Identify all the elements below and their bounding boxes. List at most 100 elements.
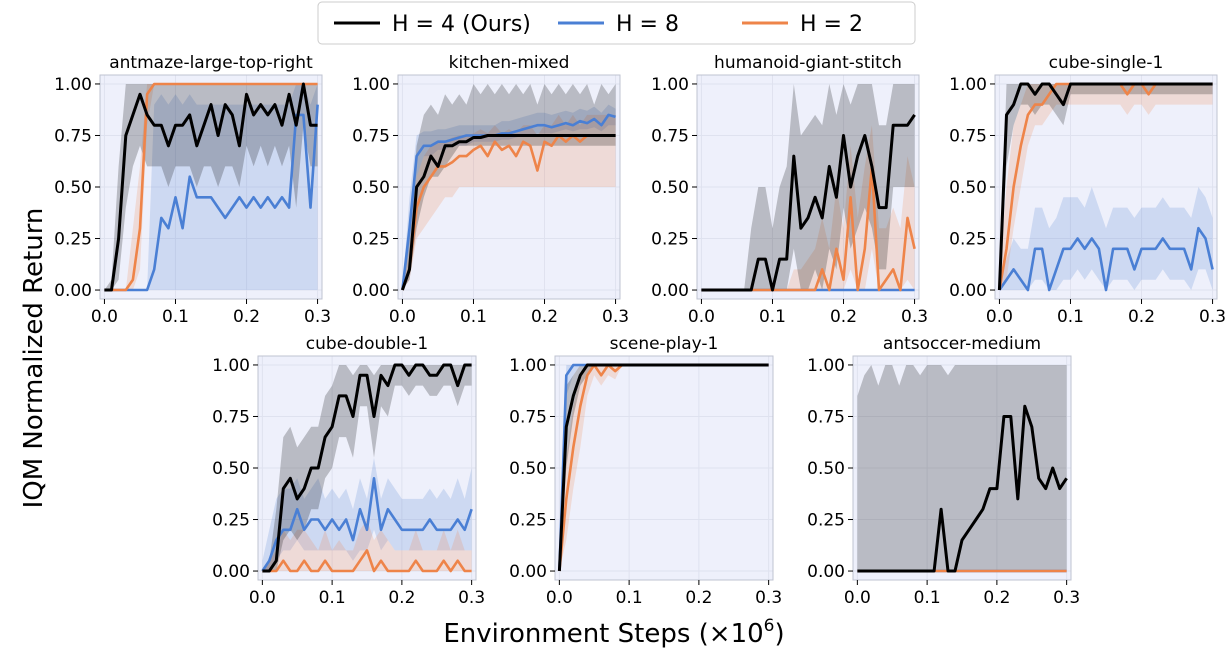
panel-cube-double-1-ytick-label-3: 0.75 <box>212 407 250 427</box>
panel-antmaze-large-top-right-ytick-label-0: 0.00 <box>54 281 92 301</box>
panel-antmaze-large-top-right-series-layer <box>104 82 319 292</box>
panel-kitchen-mixed-line-h-4-ours <box>400 134 616 291</box>
panel-humanoid-giant-stitch-line-h-4-ours <box>701 114 916 292</box>
panel-kitchen-mixed: 0.00 0.25 0.50 0.75 1.00 0.0 0.1 0.2 0.3 kitchen-… <box>352 53 629 327</box>
panel-antsoccer-medium-line-h-4-ours <box>857 404 1068 573</box>
panel-cube-single-1-ytick-label-4: 1.00 <box>949 75 987 95</box>
panel-cube-double-1-xtick-label-2: 0.2 <box>388 588 415 608</box>
panel-humanoid-giant-stitch-band-h-2 <box>701 125 915 290</box>
panel-cube-double-1-ytick-label-1: 0.25 <box>212 511 250 531</box>
panel-kitchen-mixed-ytick-label-3: 0.75 <box>352 126 390 146</box>
panel-humanoid-giant-stitch-xtick-label-1: 0.1 <box>759 307 786 327</box>
panel-cube-double-1-ytick-label-2: 0.50 <box>212 459 250 479</box>
panel-cube-single-1-ytick-label-3: 0.75 <box>949 126 987 146</box>
panel-antsoccer-medium-ytick-label-2: 0.50 <box>807 459 845 479</box>
panel-cube-double-1-line-h-4-ours <box>262 363 472 573</box>
panel-humanoid-giant-stitch-band-h-4-ours <box>701 84 915 290</box>
panel-antsoccer-medium-xtick-label-1: 0.1 <box>914 588 941 608</box>
panel-antmaze-large-top-right-ytick-label-3: 0.75 <box>54 126 92 146</box>
legend-label-h4: H = 4 (Ours) <box>392 12 531 37</box>
panel-antmaze-large-top-right: 0.00 0.25 0.50 0.75 1.00 0.0 0.1 0.2 0.3 antmaze-… <box>54 53 331 327</box>
panel-cube-single-1-xtick-label-3: 0.3 <box>1199 307 1226 327</box>
panel-cube-double-1-series-layer <box>261 363 473 573</box>
panel-antmaze-large-top-right-line-h-8 <box>104 104 319 292</box>
legend-label-h8: H = 8 <box>616 12 679 37</box>
panel-cube-double-1-band-h-8 <box>262 457 472 571</box>
panel-cube-double-1-xtick-label-1: 0.1 <box>319 588 346 608</box>
panel-antsoccer-medium-ytick-label-4: 1.00 <box>807 356 845 376</box>
subplot-grid: 0.00 0.25 0.50 0.75 1.00 0.0 0.1 0.2 0.3 antmaze-… <box>54 53 1226 608</box>
panel-humanoid-giant-stitch-ytick-label-4: 1.00 <box>651 75 689 95</box>
panel-cube-single-1: 0.00 0.25 0.50 0.75 1.00 0.0 0.1 0.2 0.3 cube-sin… <box>949 53 1226 327</box>
panel-humanoid-giant-stitch-xtick-label-0: 0.0 <box>688 307 715 327</box>
panel-antsoccer-medium-ytick-label-3: 0.75 <box>807 407 845 427</box>
panel-scene-play-1-ytick-label-4: 1.00 <box>509 356 547 376</box>
panel-humanoid-giant-stitch-ytick-label-3: 0.75 <box>651 126 689 146</box>
panel-cube-double-1-ytick-label-0: 0.00 <box>212 562 250 582</box>
panel-scene-play-1-xtick-label-0: 0.0 <box>546 588 573 608</box>
panel-cube-double-1-line-h-8 <box>261 476 473 572</box>
panel-scene-play-1-ytick-label-0: 0.00 <box>509 562 547 582</box>
panel-cube-single-1-ytick-label-2: 0.50 <box>949 178 987 198</box>
panel-cube-single-1-xtick-label-2: 0.2 <box>1128 307 1155 327</box>
legend: H = 4 (Ours) H = 8 H = 2 <box>317 1 916 45</box>
panel-antmaze-large-top-right-ytick-label-2: 0.50 <box>54 178 92 198</box>
figure-xlabel-exponent: 6 <box>764 616 775 636</box>
panel-scene-play-1-band-h-2 <box>559 365 769 571</box>
panel-cube-single-1-ytick-label-0: 0.00 <box>949 281 987 301</box>
panel-cube-single-1-xtick-label-0: 0.0 <box>986 307 1013 327</box>
panel-scene-play-1-line-h-4-ours <box>557 363 769 572</box>
panel-scene-play-1-ytick-label-1: 0.25 <box>509 511 547 531</box>
panel-humanoid-giant-stitch: 0.00 0.25 0.50 0.75 1.00 0.0 0.1 0.2 0.3 humanoid… <box>651 53 928 327</box>
panel-scene-play-1-xtick-label-3: 0.3 <box>755 588 782 608</box>
figure-ylabel: IQM Normalized Return <box>19 208 49 509</box>
panel-kitchen-mixed-line-h-8 <box>401 113 616 291</box>
panel-scene-play-1: 0.00 0.25 0.50 0.75 1.00 0.0 0.1 0.2 0.3 scene-pl… <box>509 334 782 608</box>
legend-label-h2: H = 2 <box>800 12 863 37</box>
panel-antmaze-large-top-right-line-h-4-ours <box>104 82 318 292</box>
panel-cube-single-1-xtick-label-1: 0.1 <box>1057 307 1084 327</box>
panel-antsoccer-medium-title: antsoccer-medium <box>883 334 1041 354</box>
panel-antsoccer-medium-series-layer <box>857 365 1068 573</box>
panel-humanoid-giant-stitch-xtick-label-3: 0.3 <box>901 307 928 327</box>
panel-kitchen-mixed-ytick-label-0: 0.00 <box>352 281 390 301</box>
panel-antmaze-large-top-right-band-h-4-ours <box>104 84 318 290</box>
panel-kitchen-mixed-ytick-label-4: 1.00 <box>352 75 390 95</box>
panel-antmaze-large-top-right-xtick-label-2: 0.2 <box>233 307 260 327</box>
panel-cube-single-1-title: cube-single-1 <box>1049 53 1164 73</box>
panel-kitchen-mixed-series-layer <box>400 84 616 291</box>
panel-cube-single-1-band-h-8 <box>999 187 1213 290</box>
panel-cube-double-1-title: cube-double-1 <box>306 334 428 354</box>
panel-antmaze-large-top-right-ytick-label-4: 1.00 <box>54 75 92 95</box>
panel-antmaze-large-top-right-xtick-label-3: 0.3 <box>304 307 331 327</box>
panel-cube-double-1-ytick-label-4: 1.00 <box>212 356 250 376</box>
panel-scene-play-1-series-layer <box>557 363 769 572</box>
panel-antmaze-large-top-right-title: antmaze-large-top-right <box>109 53 313 73</box>
panel-humanoid-giant-stitch-ytick-label-1: 0.25 <box>651 230 689 250</box>
panel-antsoccer-medium-xtick-label-3: 0.3 <box>1053 588 1080 608</box>
panel-scene-play-1-xtick-label-1: 0.1 <box>616 588 643 608</box>
panel-humanoid-giant-stitch-title: humanoid-giant-stitch <box>714 53 902 73</box>
panel-cube-double-1-band-h-2 <box>262 519 472 571</box>
panel-antsoccer-medium-ytick-label-1: 0.25 <box>807 511 845 531</box>
panel-antsoccer-medium: 0.00 0.25 0.50 0.75 1.00 0.0 0.1 0.2 0.3 antsocce… <box>807 334 1080 608</box>
panel-cube-single-1-line-h-4-ours <box>997 82 1213 291</box>
panel-kitchen-mixed-xtick-label-2: 0.2 <box>531 307 558 327</box>
panel-kitchen-mixed-title: kitchen-mixed <box>449 53 570 73</box>
panel-antsoccer-medium-xtick-label-2: 0.2 <box>983 588 1010 608</box>
panel-scene-play-1-title: scene-play-1 <box>610 334 719 354</box>
panel-scene-play-1-ytick-label-3: 0.75 <box>509 407 547 427</box>
panel-antmaze-large-top-right-ytick-label-1: 0.25 <box>54 230 92 250</box>
figure-xlabel-close: ) <box>774 619 784 649</box>
panel-cube-double-1-line-h-2 <box>262 549 472 573</box>
panel-cube-single-1-band-h-4-ours <box>999 84 1213 290</box>
panel-cube-double-1-xtick-label-0: 0.0 <box>249 588 276 608</box>
panel-antsoccer-medium-xtick-label-0: 0.0 <box>844 588 871 608</box>
panel-scene-play-1-ytick-label-2: 0.50 <box>509 459 547 479</box>
panel-cube-single-1-ytick-label-1: 0.25 <box>949 230 987 250</box>
panel-kitchen-mixed-ytick-label-1: 0.25 <box>352 230 390 250</box>
panel-cube-single-1-band-h-2 <box>999 84 1213 290</box>
panel-cube-single-1-series-layer <box>997 82 1214 292</box>
panel-antsoccer-medium-band-h-4-ours <box>857 365 1067 571</box>
